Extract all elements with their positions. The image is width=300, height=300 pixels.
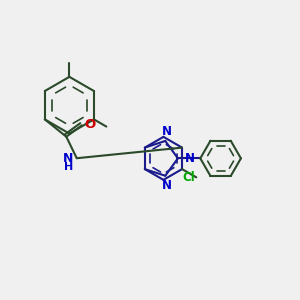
Text: N: N [63,152,73,165]
Text: N: N [161,125,172,138]
Text: Cl: Cl [182,171,195,184]
Text: O: O [84,118,95,131]
Text: H: H [64,162,73,172]
Text: N: N [161,179,172,192]
Text: N: N [184,152,194,165]
